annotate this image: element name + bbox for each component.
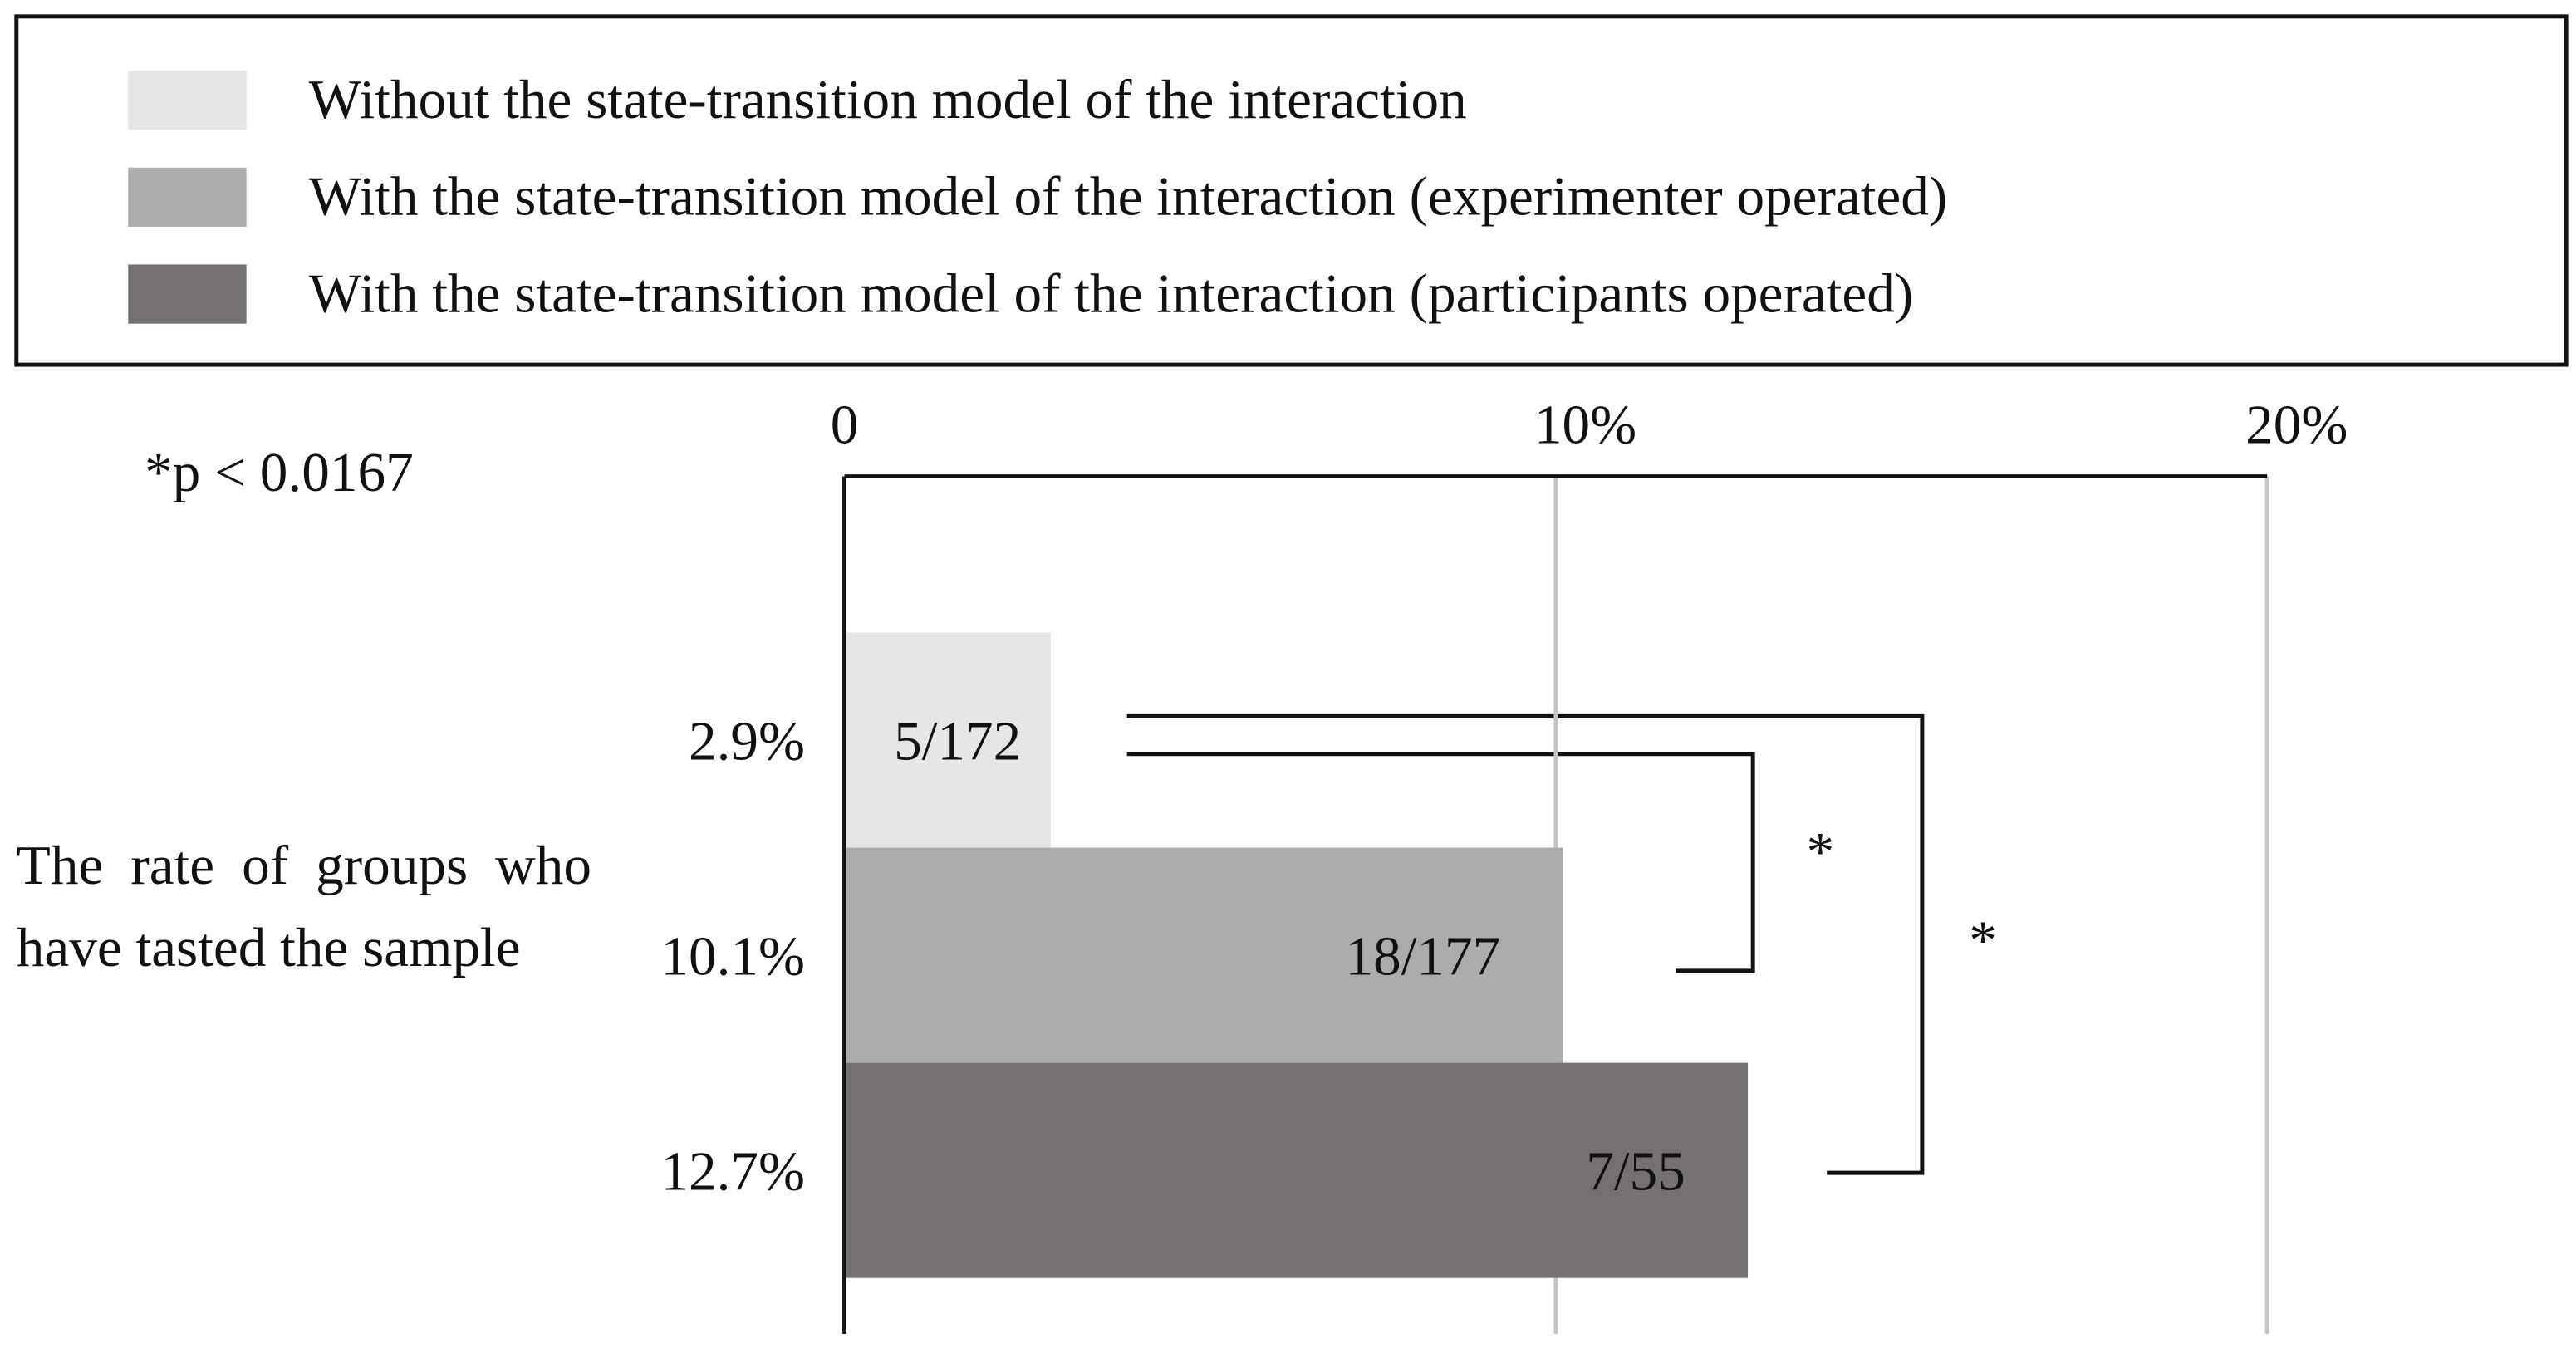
legend-swatch bbox=[128, 71, 247, 130]
brackets bbox=[1126, 713, 1925, 1175]
note: *p < 0.0167 bbox=[145, 441, 414, 503]
count-label: 7/55 bbox=[1586, 1140, 1685, 1203]
category-label-box: The rate of groups who have tasted the s… bbox=[16, 836, 591, 979]
bar bbox=[844, 1062, 1749, 1278]
x-tick-label: 0 bbox=[831, 394, 859, 456]
significance-label: * bbox=[1969, 909, 1997, 972]
bar bbox=[844, 847, 1563, 1063]
legend-label: Without the state-transition model of th… bbox=[309, 68, 1467, 130]
bracket bbox=[1126, 752, 1755, 973]
legend-box bbox=[14, 14, 2569, 367]
legend-label: With the state-transition model of the i… bbox=[309, 165, 1947, 228]
legend-swatch bbox=[128, 264, 247, 324]
bar bbox=[844, 632, 1051, 848]
legend-label: With the state-transition model of the i… bbox=[309, 262, 1913, 324]
count-label: 18/177 bbox=[1345, 924, 1500, 987]
bracket bbox=[1126, 713, 1925, 1175]
value-label: 2.9% bbox=[689, 709, 805, 772]
x-tick-label: 10% bbox=[1534, 394, 1636, 456]
count-label: 5/172 bbox=[894, 709, 1021, 772]
category-label: The rate of groups who have tasted the s… bbox=[16, 836, 591, 979]
value-label: 10.1% bbox=[660, 924, 805, 987]
x-tick-label: 20% bbox=[2245, 394, 2348, 456]
legend-swatch bbox=[128, 167, 247, 227]
value-label: 12.7% bbox=[660, 1140, 805, 1203]
significance-label: * bbox=[1806, 821, 1834, 883]
